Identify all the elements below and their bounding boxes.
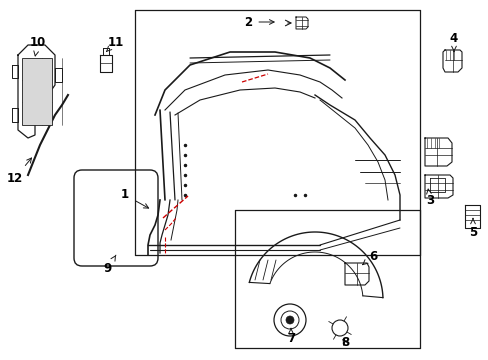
- Text: 8: 8: [340, 337, 348, 350]
- Text: 4: 4: [449, 31, 457, 51]
- Text: 2: 2: [244, 15, 274, 28]
- Text: 5: 5: [468, 219, 476, 238]
- Text: 7: 7: [286, 329, 294, 345]
- Circle shape: [285, 316, 293, 324]
- Polygon shape: [22, 58, 52, 125]
- Text: 3: 3: [425, 189, 433, 207]
- Text: 9: 9: [103, 255, 116, 274]
- Text: 10: 10: [30, 36, 46, 56]
- Text: 11: 11: [106, 36, 124, 51]
- Text: 12: 12: [7, 158, 31, 184]
- Text: 6: 6: [362, 249, 376, 265]
- Text: 1: 1: [121, 189, 148, 208]
